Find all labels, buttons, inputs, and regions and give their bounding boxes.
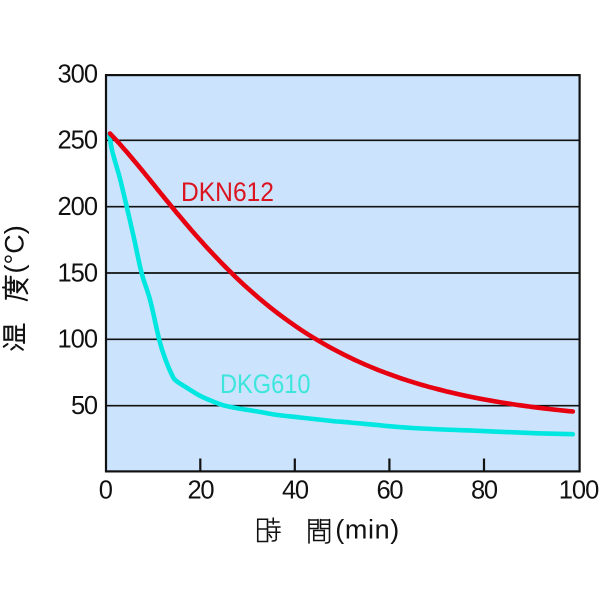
svg-text:60: 60 [377, 476, 404, 504]
svg-text:80: 80 [471, 476, 498, 504]
svg-text:DKG610: DKG610 [220, 369, 311, 399]
svg-text:0: 0 [99, 476, 113, 504]
svg-text:(min): (min) [335, 514, 400, 544]
svg-text:150: 150 [58, 259, 99, 287]
svg-text:200: 200 [58, 193, 99, 221]
svg-text:100: 100 [559, 476, 600, 504]
svg-text:20: 20 [188, 476, 215, 504]
svg-text:40: 40 [282, 476, 309, 504]
svg-text:250: 250 [58, 127, 99, 155]
svg-text:300: 300 [58, 60, 99, 88]
svg-text:(°C): (°C) [0, 225, 30, 273]
svg-text:100: 100 [58, 326, 99, 354]
svg-text:DKN612: DKN612 [181, 177, 274, 207]
svg-text:50: 50 [71, 392, 98, 420]
